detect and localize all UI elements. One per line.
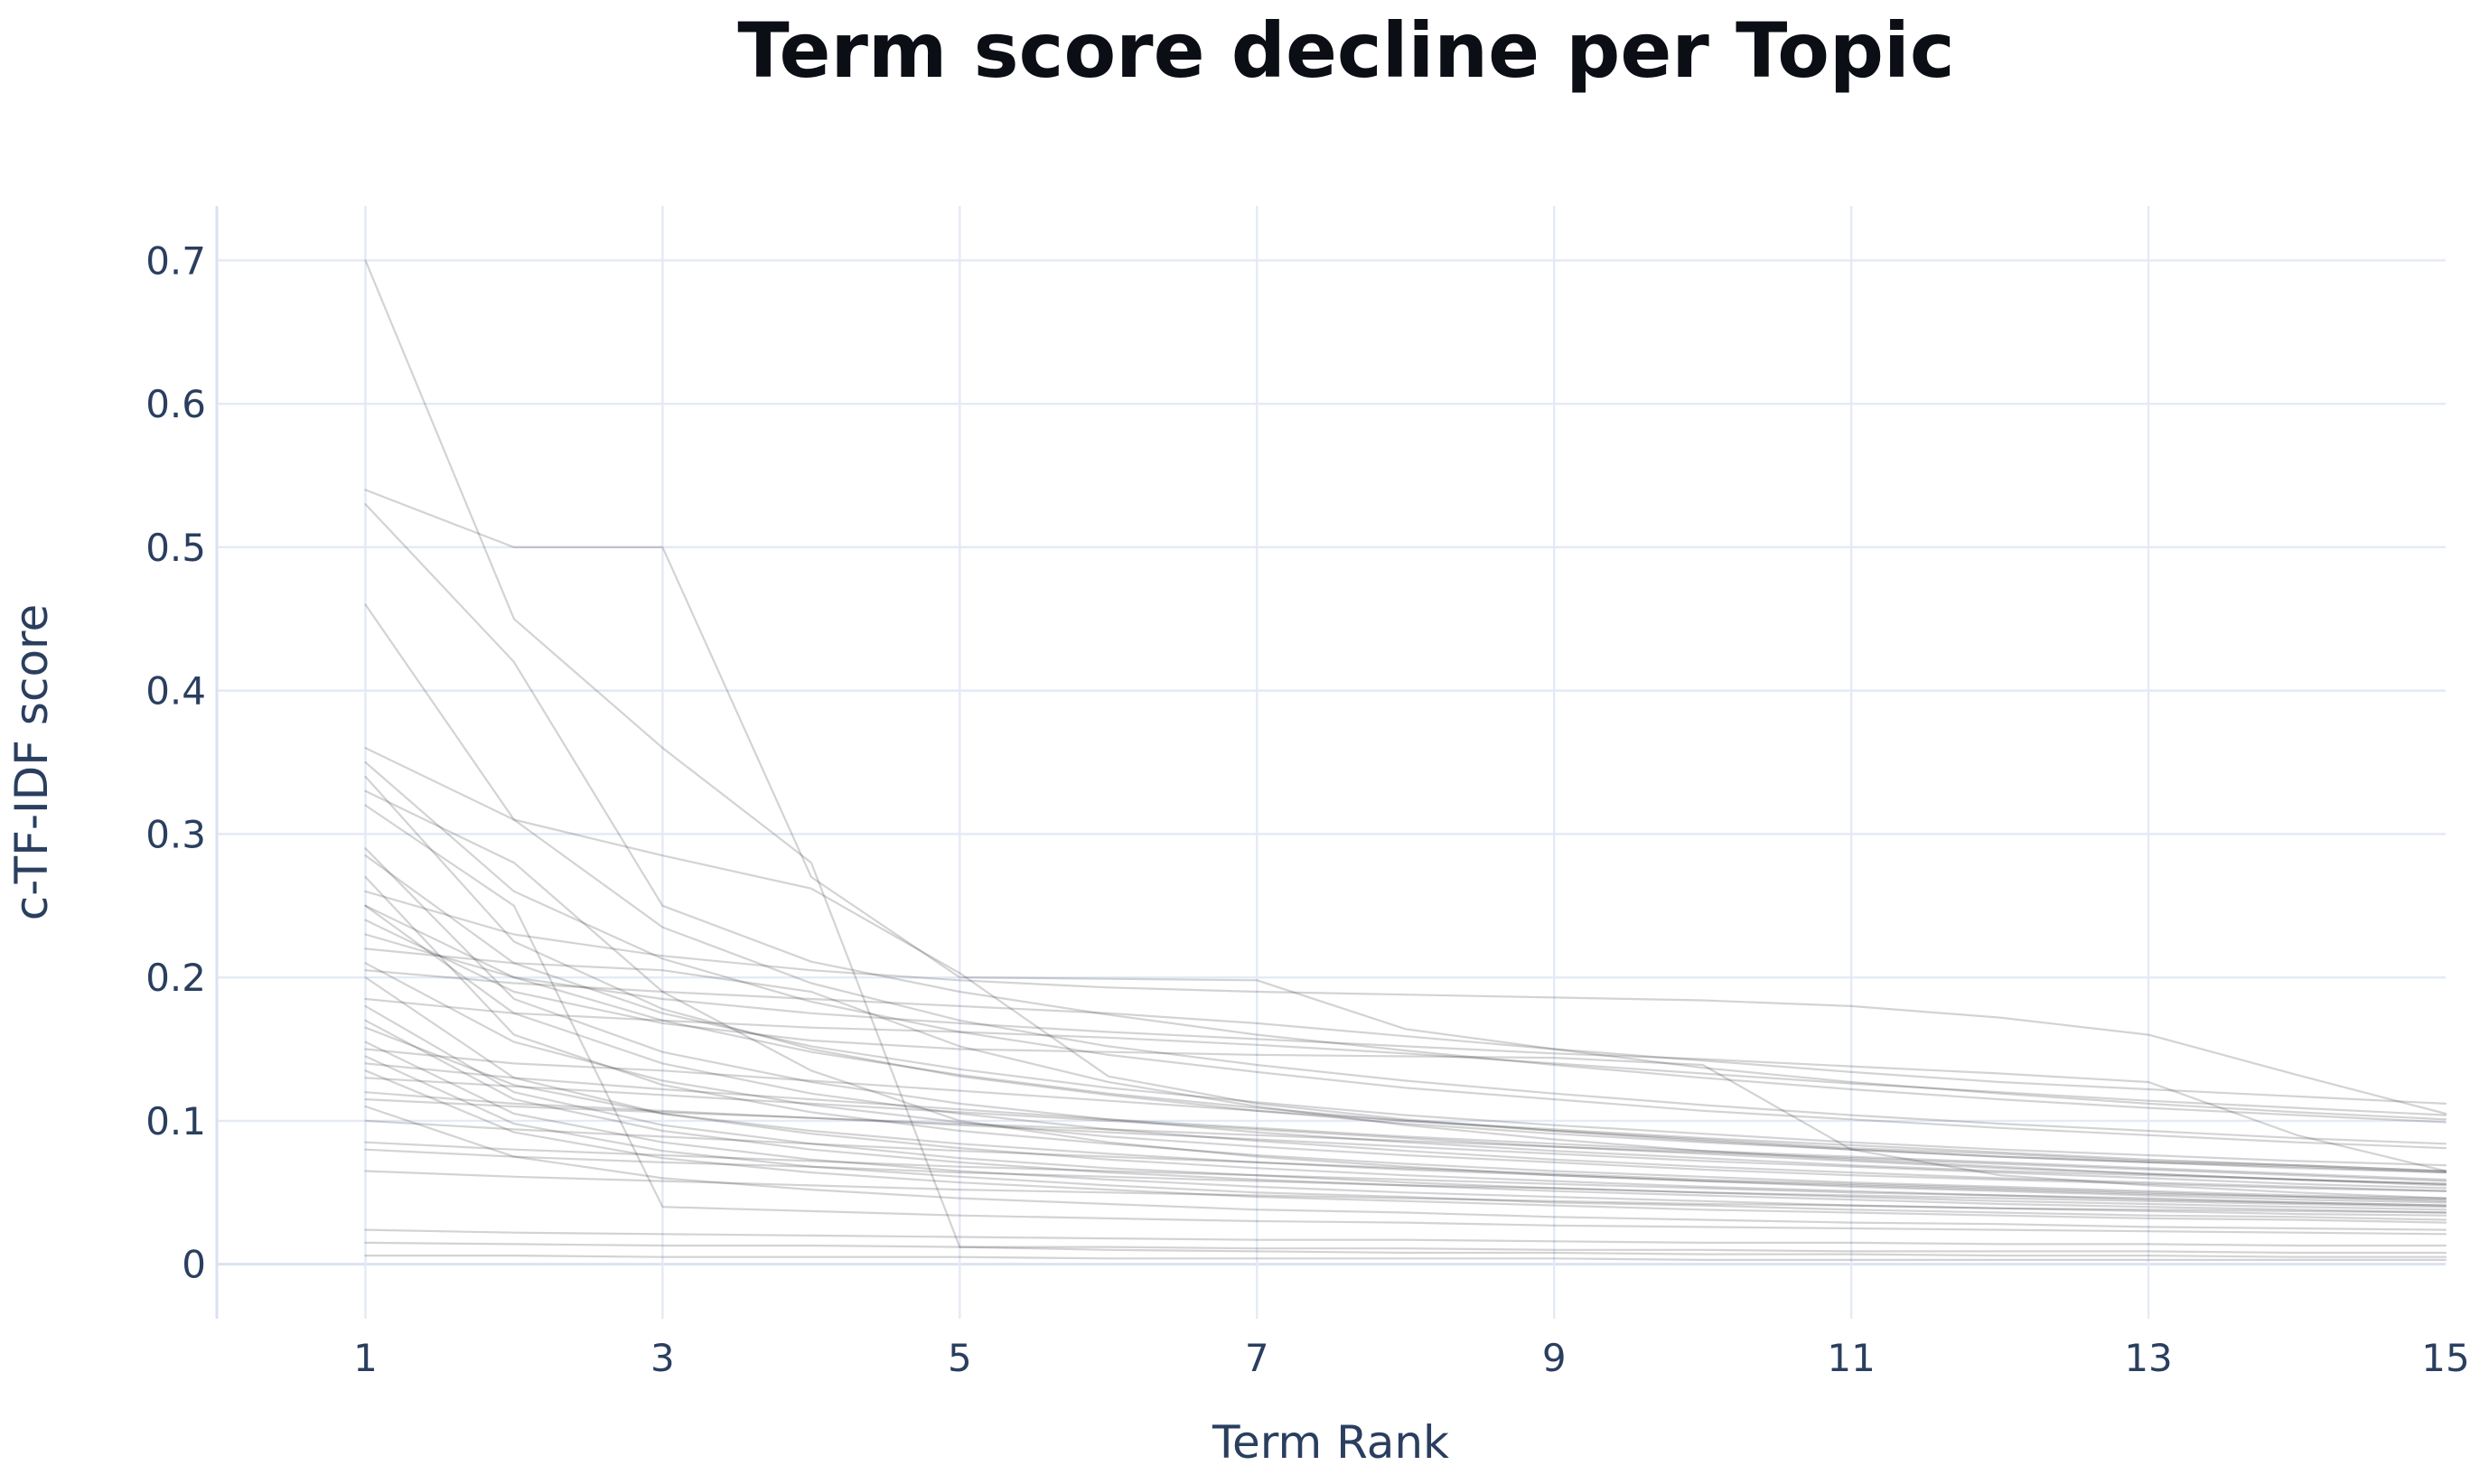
topic-term-score-line: [364, 603, 2447, 1145]
topic-term-score-line: [364, 746, 2447, 1174]
x-tick-label: 5: [948, 1336, 972, 1380]
topic-term-score-line: [364, 969, 2447, 1106]
x-tick-label: 11: [1827, 1336, 1875, 1380]
chart-title: Term score decline per Topic: [737, 6, 1954, 95]
topic-term-score-line: [364, 1069, 2447, 1224]
topic-term-score-line: [364, 875, 2447, 1199]
topic-term-score-line: [364, 1097, 2447, 1182]
x-tick-label: 3: [650, 1336, 675, 1380]
y-tick-label: 0.1: [145, 1099, 206, 1143]
topic-term-score-line: [364, 947, 2447, 1185]
x-tick-label: 15: [2421, 1336, 2469, 1380]
topic-term-score-line: [364, 1048, 2447, 1172]
y-tick-label: 0.6: [145, 382, 206, 426]
y-tick-label: 0.2: [145, 956, 206, 1000]
topic-term-score-line: [364, 1091, 2447, 1190]
topic-term-score-line: [364, 890, 2447, 1115]
topic-term-score-line: [364, 1228, 2447, 1247]
topic-term-score-line: [364, 847, 2447, 1185]
topic-term-score-line: [364, 761, 2447, 1150]
topic-term-score-line: [364, 1170, 2447, 1214]
topic-term-score-line: [364, 904, 2447, 1192]
topic-term-score-line: [364, 1254, 2447, 1262]
y-tick-label: 0: [182, 1243, 206, 1287]
topic-term-score-line: [364, 904, 2447, 1172]
x-tick-label: 1: [353, 1336, 378, 1380]
topic-term-score-line: [364, 997, 2447, 1116]
gridlines: [215, 206, 2446, 1319]
y-tick-label: 0.4: [145, 669, 206, 714]
y-tick-label: 0.7: [145, 238, 206, 283]
topic-term-score-line: [364, 1119, 2447, 1202]
topic-term-score-line: [364, 1077, 2447, 1187]
topic-lines: [364, 259, 2447, 1262]
topic-term-score-line: [364, 1055, 2447, 1221]
topic-term-score-line: [364, 1004, 2447, 1211]
x-tick-label: 9: [1542, 1336, 1567, 1380]
x-axis-title: Term Rank: [1212, 1416, 1449, 1469]
topic-term-score-line: [364, 919, 2447, 1199]
topic-term-score-line: [364, 775, 2447, 1174]
topic-term-score-line: [364, 804, 2447, 1236]
topic-term-score-line: [364, 854, 2447, 1167]
y-tick-label: 0.5: [145, 526, 206, 570]
x-tick-label: 7: [1245, 1336, 1269, 1380]
x-tick-label: 13: [2124, 1336, 2172, 1380]
topic-term-score-line: [364, 789, 2447, 1204]
topic-term-score-line: [364, 1026, 2447, 1201]
topic-term-score-line: [364, 1141, 2447, 1207]
topic-term-score-line: [364, 489, 2447, 1121]
topic-term-score-line: [364, 933, 2447, 1172]
topic-term-score-line: [364, 962, 2447, 1192]
topic-term-score-line: [364, 1148, 2447, 1209]
y-tick-label: 0.3: [145, 812, 206, 856]
topic-term-score-line: [364, 259, 2447, 1258]
topic-term-score-line: [364, 1019, 2447, 1214]
topic-term-score-line: [364, 1241, 2447, 1255]
topic-term-score-line: [364, 1062, 2447, 1181]
topic-term-score-line: [364, 1041, 2447, 1217]
topic-term-score-line: [364, 975, 2447, 1207]
topic-term-score-line: [364, 1105, 2447, 1231]
y-axis-title: c-TF-IDF score: [5, 604, 58, 921]
topic-term-score-line: [364, 503, 2447, 1124]
